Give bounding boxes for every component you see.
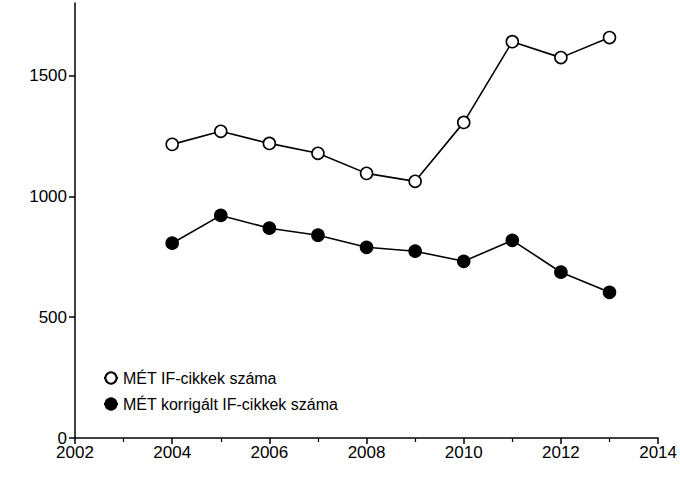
svg-text:2006: 2006	[250, 443, 288, 462]
svg-text:MÉT korrigált IF-cikkek száma: MÉT korrigált IF-cikkek száma	[123, 395, 338, 413]
svg-text:2012: 2012	[542, 443, 580, 462]
svg-text:500: 500	[39, 308, 67, 327]
svg-text:2002: 2002	[56, 443, 94, 462]
svg-text:1500: 1500	[29, 66, 67, 85]
svg-text:2010: 2010	[445, 443, 483, 462]
svg-text:1000: 1000	[29, 187, 67, 206]
svg-text:MÉT IF-cikkek száma: MÉT IF-cikkek száma	[123, 369, 277, 387]
svg-text:2004: 2004	[153, 443, 191, 462]
svg-text:2008: 2008	[348, 443, 386, 462]
svg-text:2014: 2014	[639, 443, 677, 462]
svg-text:0: 0	[57, 428, 67, 448]
